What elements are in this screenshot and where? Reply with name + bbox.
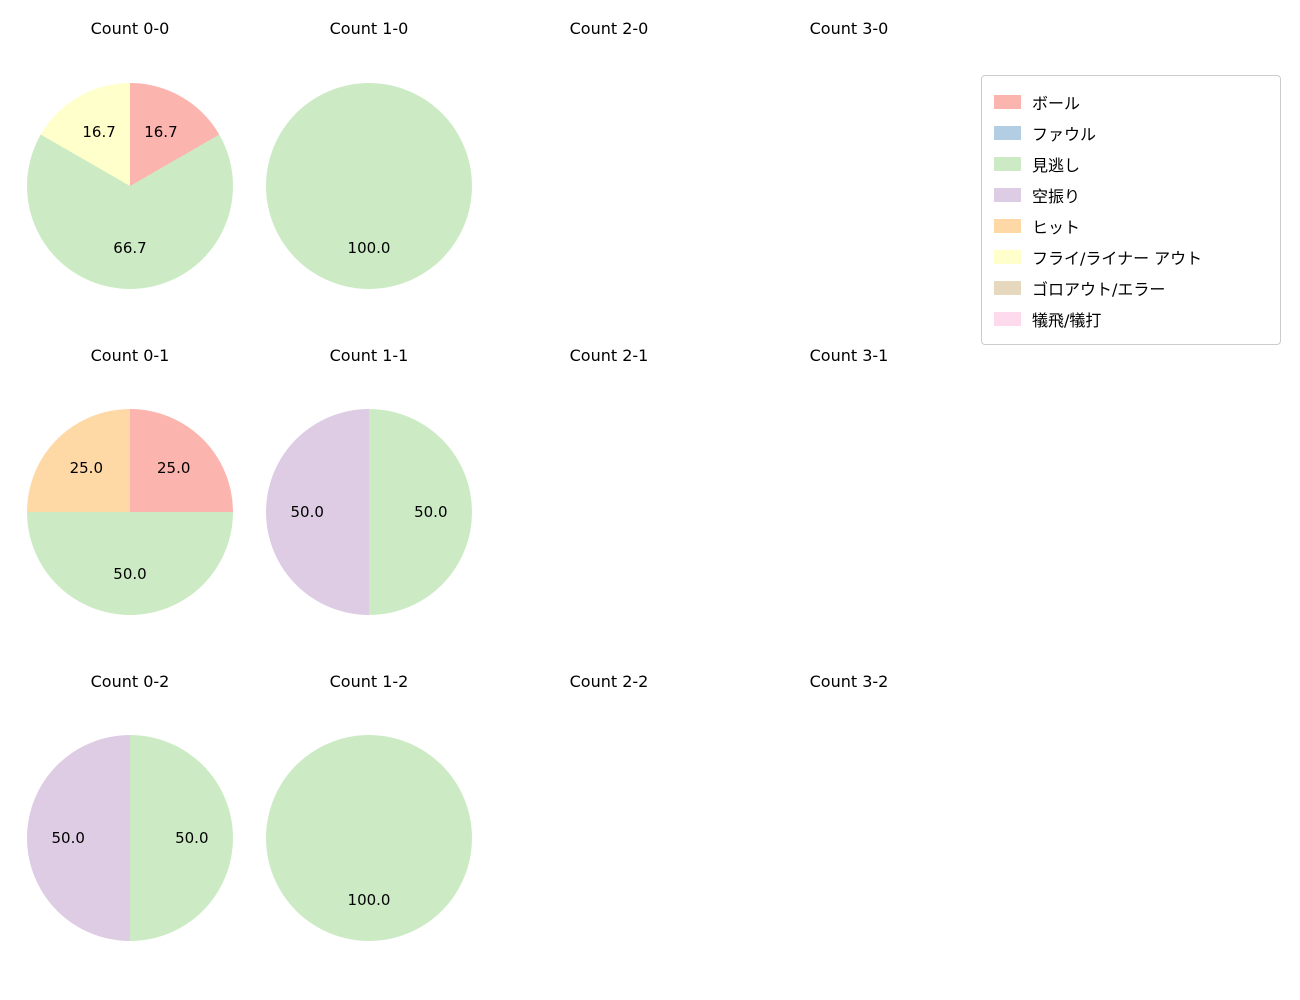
pie-slice-label: 16.7 (144, 123, 178, 142)
pie-slice-label: 16.7 (82, 123, 116, 142)
legend-item: 犠飛/犠打 (994, 303, 1268, 334)
chart-title: Count 3-0 (809, 19, 889, 38)
legend-color-swatch (994, 125, 1021, 140)
chart-title: Count 1-1 (329, 346, 409, 365)
pie-slice-label: 100.0 (347, 890, 391, 909)
pie-chart (27, 735, 233, 941)
legend-item: ボール (994, 86, 1268, 117)
legend-label: フライ/ライナー アウト (1032, 248, 1203, 268)
chart-title: Count 0-2 (90, 672, 170, 691)
pie-chart (266, 409, 472, 615)
pie-slice-label: 50.0 (290, 503, 324, 521)
chart-title: Count 3-1 (809, 346, 889, 365)
legend-color-swatch (994, 94, 1021, 109)
legend-label: ヒット (1032, 217, 1081, 237)
chart-title: Count 3-2 (809, 672, 889, 691)
legend-color-swatch (994, 280, 1021, 295)
legend-color-swatch (994, 218, 1021, 233)
legend-label: ゴロアウト/エラー (1032, 279, 1166, 299)
pie-slice-label: 50.0 (113, 564, 147, 583)
chart-title: Count 0-1 (90, 346, 170, 365)
legend-item: 空振り (994, 179, 1268, 210)
legend-item: ヒット (994, 210, 1268, 241)
legend-color-swatch (994, 156, 1021, 171)
pie-chart (27, 409, 233, 615)
chart-title: Count 1-2 (329, 672, 409, 691)
chart-title: Count 2-2 (569, 672, 649, 691)
chart-title: Count 0-0 (90, 19, 170, 38)
chart-title: Count 2-1 (569, 346, 649, 365)
pie-chart (27, 83, 233, 289)
pie-slice-label: 50.0 (414, 503, 448, 521)
legend-label: 空振り (1032, 186, 1081, 206)
legend-item: ファウル (994, 117, 1268, 148)
legend-label: 犠飛/犠打 (1032, 310, 1102, 330)
legend-item: フライ/ライナー アウト (994, 241, 1268, 272)
legend-color-swatch (994, 187, 1021, 202)
pie-slice-label: 66.7 (113, 238, 147, 257)
legend-label: ボール (1032, 93, 1081, 113)
legend: ボールファウル見逃し空振りヒットフライ/ライナー アウト ゴロアウト/エラー 犠飛/… (981, 75, 1281, 345)
legend-color-swatch (994, 311, 1021, 326)
legend-label: 見逃し (1032, 155, 1081, 175)
chart-title: Count 1-0 (329, 19, 409, 38)
pie-slice-label: 50.0 (51, 829, 85, 847)
pie-chart (266, 735, 472, 941)
pie-slice-label: 25.0 (156, 459, 191, 478)
chart-title: Count 2-0 (569, 19, 649, 38)
pie-chart (266, 83, 472, 289)
pie-slice-label: 25.0 (69, 459, 103, 478)
legend-label: ファウル (1032, 124, 1097, 144)
legend-color-swatch (994, 249, 1021, 264)
pie-slice-label: 50.0 (175, 829, 209, 847)
legend-item: ゴロアウト/エラー (994, 272, 1268, 303)
legend-item: 見逃し (994, 148, 1268, 179)
pie-slice-label: 100.0 (347, 238, 391, 257)
